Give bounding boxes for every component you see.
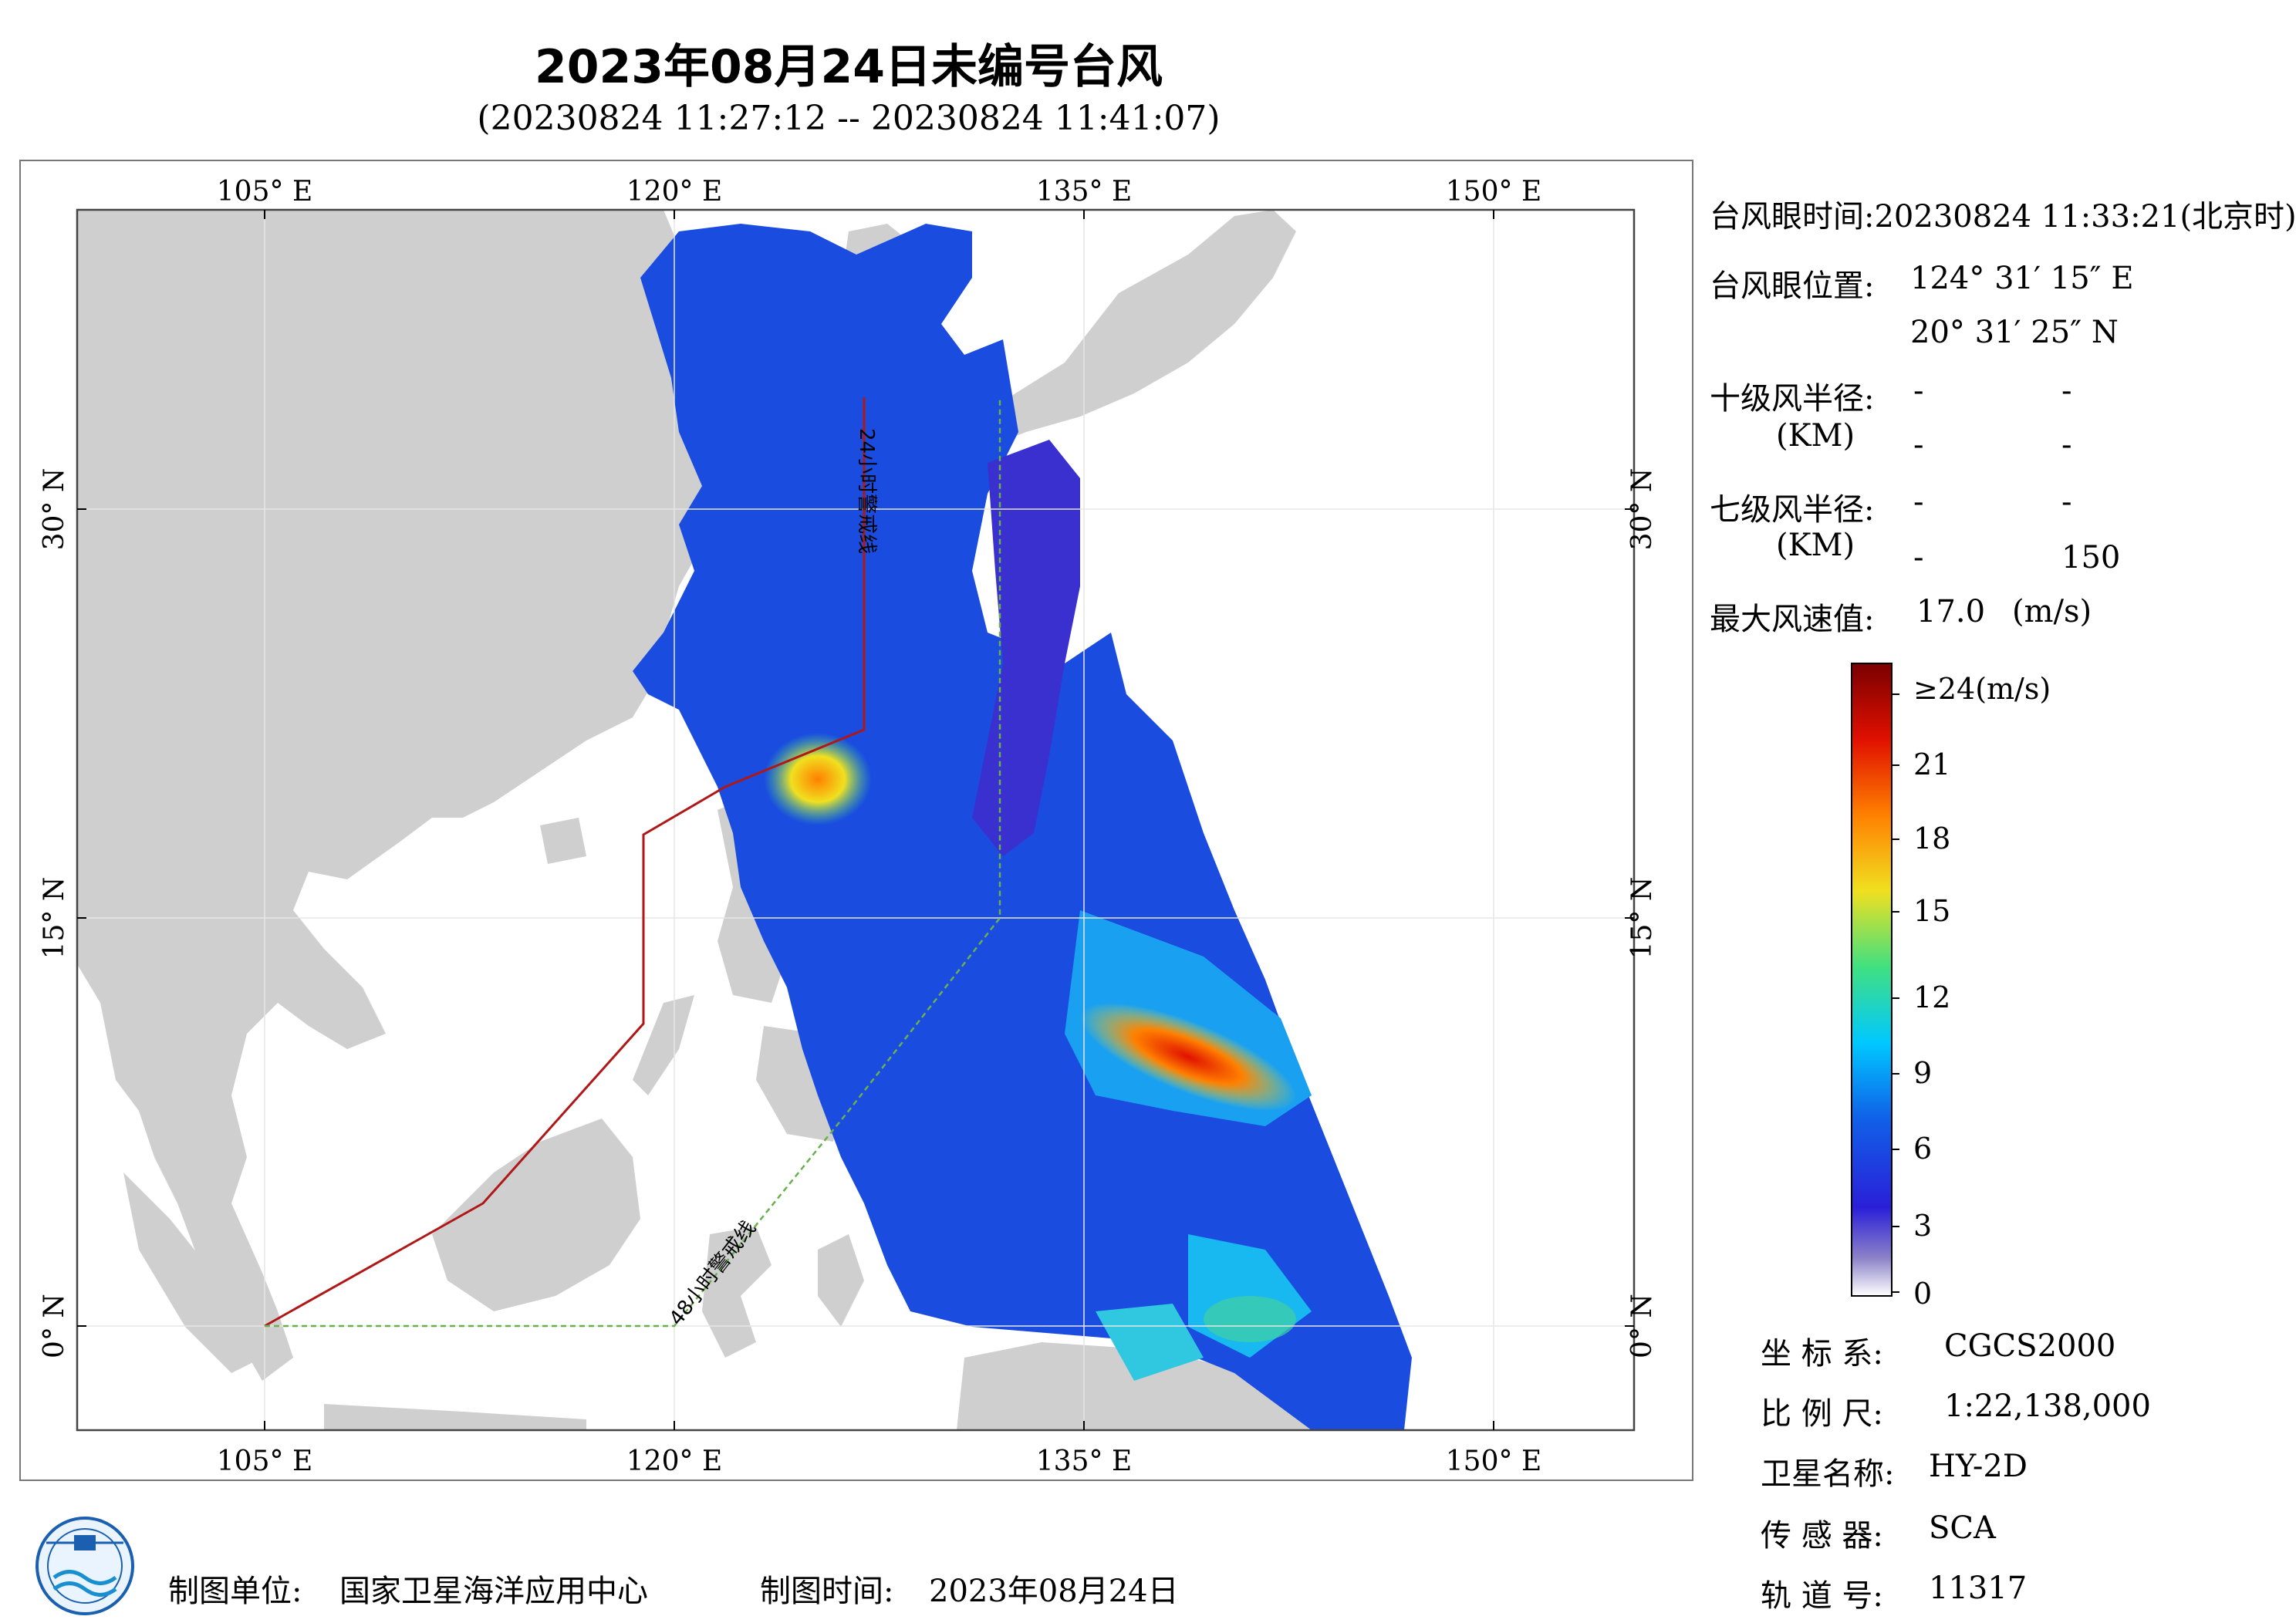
- map-border: [76, 208, 1636, 1432]
- eye-pos-label: 台风眼位置:: [1710, 268, 1875, 304]
- colorbar-label-9: 9: [1913, 1056, 1932, 1090]
- colorbar-label-6: 6: [1913, 1132, 1932, 1166]
- lat-label-left-15: 15° N: [39, 877, 70, 960]
- eye-lon-value: 124° 31′ 15″ E: [1910, 261, 2134, 296]
- orbit-value: 11317: [1929, 1571, 2028, 1606]
- colorbar-label-3: 3: [1913, 1209, 1932, 1243]
- sensor-label: 传 感 器:: [1761, 1518, 1883, 1554]
- satellite-value: HY-2D: [1929, 1449, 2028, 1484]
- colorbar-label-24: ≥24(m/s): [1913, 672, 2051, 706]
- colorbar-label-18: 18: [1913, 822, 1950, 855]
- scale-label: 比 例 尺:: [1761, 1396, 1883, 1432]
- colorbar-label-0: 0: [1913, 1277, 1932, 1311]
- r10-value-nw: -: [2061, 427, 2072, 463]
- lon-label-top-120: 120° E: [626, 176, 722, 208]
- r7-value-ne: -: [1913, 484, 1924, 520]
- lon-label-top-150: 150° E: [1446, 176, 1541, 208]
- r10-value-ne: -: [1913, 373, 1924, 409]
- lat-label-left-0: 0° N: [39, 1294, 70, 1358]
- lon-label-bottom-150: 150° E: [1446, 1446, 1541, 1477]
- lon-label-bottom-120: 120° E: [626, 1446, 722, 1477]
- map-frame: [19, 160, 1693, 1481]
- lon-label-bottom-105: 105° E: [217, 1446, 312, 1477]
- max-wind-unit: (m/s): [2012, 594, 2092, 629]
- colorbar-ticks: [1892, 693, 1899, 1293]
- r10-value-se: -: [2061, 373, 2072, 409]
- lat-label-left-30: 30° N: [39, 468, 70, 551]
- crs-value: CGCS2000: [1944, 1328, 2116, 1364]
- r10-unit: (KM): [1776, 418, 1855, 454]
- warning-line-24h: [264, 397, 866, 1328]
- lon-label-top-135: 135° E: [1036, 176, 1132, 208]
- map-title: 2023年08月24日未编号台风: [535, 40, 1163, 94]
- colorbar-label-12: 12: [1913, 980, 1950, 1014]
- warning-line-48h: [265, 397, 1001, 1328]
- r7-label: 七级风半径:: [1710, 492, 1875, 528]
- r7-value-sw: -: [1913, 540, 1924, 575]
- r7-unit: (KM): [1776, 528, 1855, 563]
- max-wind-label: 最大风速值:: [1710, 602, 1875, 637]
- lon-label-bottom-135: 135° E: [1036, 1446, 1132, 1477]
- lon-label-top-105: 105° E: [217, 176, 312, 208]
- max-wind-value: 17.0: [1916, 594, 1986, 629]
- orbit-label: 轨 道 号:: [1761, 1578, 1883, 1614]
- axis-ticks: [77, 210, 1634, 1430]
- warning-24h-label: 24小时警戒线: [855, 428, 878, 554]
- production-time-value: 2023年08月24日: [929, 1574, 1179, 1609]
- lat-label-right-0: 0° N: [1626, 1294, 1658, 1358]
- eye-lat-value: 20° 31′ 25″ N: [1910, 315, 2119, 350]
- colorbar-label-21: 21: [1913, 747, 1950, 781]
- lat-label-right-30: 30° N: [1626, 468, 1658, 551]
- sensor-value: SCA: [1929, 1510, 1996, 1546]
- scale-value: 1:22,138,000: [1944, 1388, 2151, 1424]
- production-time-label: 制图时间:: [760, 1574, 894, 1609]
- lat-label-right-15: 15° N: [1626, 877, 1658, 960]
- eye-time-label: 台风眼时间:: [1710, 199, 1875, 235]
- colorbar-label-15: 15: [1913, 894, 1950, 928]
- r10-value-sw: -: [1913, 427, 1924, 463]
- producer-label: 制图单位:: [168, 1574, 302, 1609]
- r10-label: 十级风半径:: [1710, 381, 1875, 417]
- graticule: [77, 210, 1634, 1430]
- nsoas-logo: [35, 1517, 134, 1615]
- crs-label: 坐 标 系:: [1761, 1336, 1883, 1372]
- r7-value-nw: 150: [2061, 540, 2121, 575]
- colorbar: [1851, 663, 1893, 1297]
- satellite-label: 卫星名称:: [1761, 1456, 1895, 1492]
- producer-value: 国家卫星海洋应用中心: [339, 1574, 648, 1609]
- eye-time-value: 20230824 11:33:21(北京时): [1874, 199, 2296, 235]
- r7-value-se: -: [2061, 484, 2072, 520]
- map-subtitle: (20230824 11:27:12 -- 20230824 11:41:07): [477, 99, 1221, 138]
